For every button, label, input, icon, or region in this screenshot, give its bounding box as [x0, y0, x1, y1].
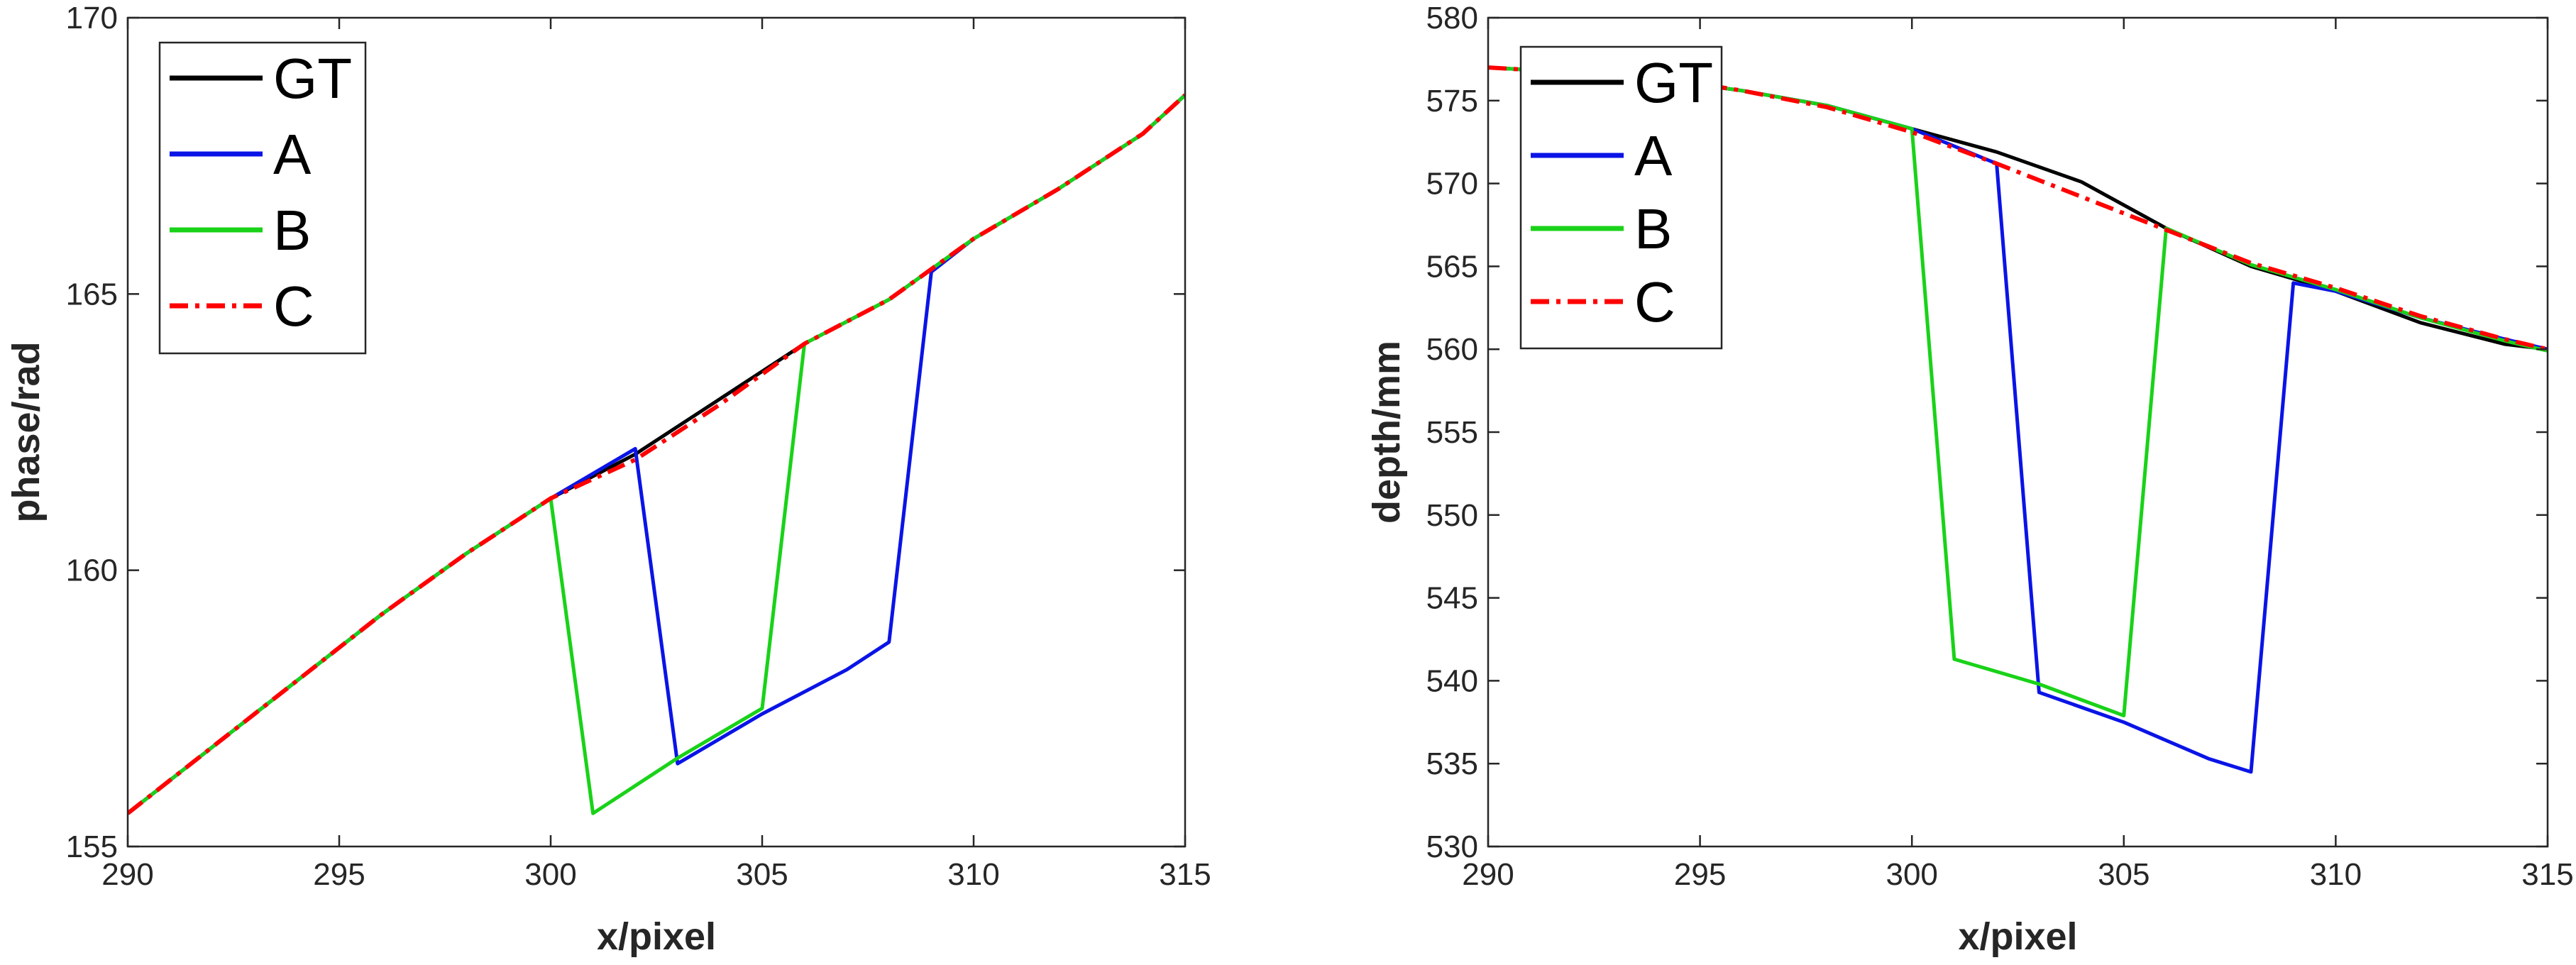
legend-label-a: A: [273, 123, 312, 186]
x-tick-label: 290: [101, 857, 153, 892]
x-tick-label: 310: [2310, 857, 2362, 892]
x-tick-label: 315: [2521, 857, 2573, 892]
y-tick-label: 545: [1426, 581, 1478, 616]
legend: GT ABC: [1519, 45, 1723, 350]
x-tick-label: 305: [736, 857, 788, 892]
x-tick-label: 295: [1674, 857, 1726, 892]
legend-label-b: B: [273, 199, 311, 262]
chart-2: 290 295 300 305 310 315 530 535 540 545 550 555 560 5…: [1365, 1, 2574, 958]
x-axis-label: x/pixel: [1958, 915, 2077, 958]
legend-label-c: C: [273, 275, 314, 338]
x-tick-label: 300: [524, 857, 576, 892]
x-tick-label: 300: [1886, 857, 1937, 892]
y-tick-label: 540: [1426, 663, 1478, 698]
y-tick-label: 575: [1426, 84, 1478, 118]
x-tick-label: 310: [947, 857, 999, 892]
y-tick-label: 560: [1426, 332, 1478, 367]
y-axis-label: depth/mm: [1365, 341, 1408, 524]
legend-label-a: A: [1634, 124, 1673, 187]
legend-label-b: B: [1634, 197, 1672, 260]
chart-1: 290 295 300 305 310 315 155 160 165 170 x/pixel pha…: [5, 1, 1211, 958]
x-tick-label: 315: [1159, 857, 1211, 892]
legend-box: [1519, 45, 1723, 350]
y-tick-label: 555: [1426, 415, 1478, 450]
x-tick-label: 305: [2098, 857, 2150, 892]
y-tick-label: 170: [66, 1, 118, 35]
x-tick-label: 295: [313, 857, 365, 892]
y-tick-label: 580: [1426, 1, 1478, 35]
y-tick-label: 160: [66, 553, 118, 588]
series-group: [128, 93, 1185, 815]
legend-label-c: C: [1634, 270, 1675, 333]
y-axis-label: phase/rad: [5, 341, 48, 522]
x-tick-label: 290: [1462, 857, 1514, 892]
y-tick-label: 570: [1426, 167, 1478, 202]
x-axis-label: x/pixel: [597, 915, 716, 958]
y-tick-label: 155: [66, 829, 118, 864]
axes-box: [126, 16, 1187, 848]
y-tick-label: 165: [66, 277, 118, 311]
y-tick-label: 565: [1426, 249, 1478, 284]
legend: GT ABC: [158, 41, 367, 355]
legend-label-gt: GT: [273, 47, 352, 110]
series-line-c: [1488, 65, 2548, 352]
series-line-c: [128, 93, 1185, 815]
legend-box: [158, 41, 367, 355]
y-tick-label: 535: [1426, 746, 1478, 781]
y-tick-label: 530: [1426, 829, 1478, 864]
legend-label-gt: GT: [1634, 51, 1713, 114]
y-tick-label: 550: [1426, 498, 1478, 533]
